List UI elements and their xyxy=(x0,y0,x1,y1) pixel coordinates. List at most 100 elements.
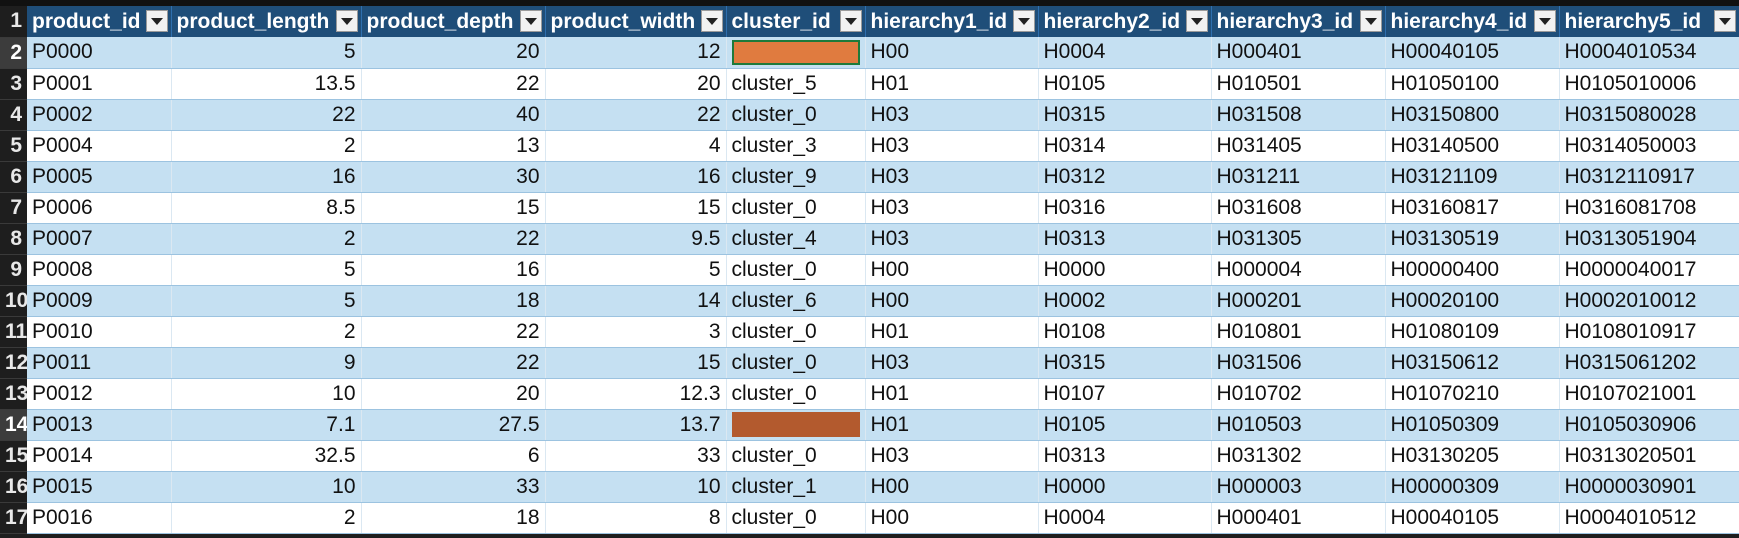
cell-h2[interactable]: H0316 xyxy=(1038,192,1212,224)
cell-h5[interactable]: H0002010012 xyxy=(1559,285,1739,317)
filter-dropdown-button[interactable] xyxy=(1359,10,1382,32)
filter-dropdown-button[interactable] xyxy=(1185,10,1208,32)
cell-product-id[interactable]: P0002 xyxy=(27,99,172,131)
cell-product-id[interactable]: P0007 xyxy=(27,223,172,255)
cell-product-width[interactable]: 9.5 xyxy=(545,223,727,255)
filter-dropdown-button[interactable] xyxy=(519,10,542,32)
cell-product-id[interactable]: P0001 xyxy=(27,68,172,100)
cell-h3[interactable]: H010503 xyxy=(1211,409,1386,441)
cell-product-id[interactable]: P0000 xyxy=(27,37,172,69)
cell-product-depth[interactable]: 22 xyxy=(361,223,546,255)
row-number[interactable]: 10 xyxy=(0,285,27,317)
row-number[interactable]: 2 xyxy=(0,37,27,69)
cell-h1[interactable]: H03 xyxy=(865,130,1039,162)
cell-h1[interactable]: H00 xyxy=(865,37,1039,69)
cell-product-depth[interactable]: 22 xyxy=(361,347,546,379)
filter-dropdown-button[interactable] xyxy=(145,10,168,32)
cell-h3[interactable]: H031302 xyxy=(1211,440,1386,472)
cell-cluster-id[interactable]: cluster_0 xyxy=(726,347,866,379)
cell-h1[interactable]: H03 xyxy=(865,223,1039,255)
cell-h4[interactable]: H00000400 xyxy=(1385,254,1560,286)
cell-h1[interactable]: H03 xyxy=(865,347,1039,379)
cell-h4[interactable]: H03130205 xyxy=(1385,440,1560,472)
cell-cluster-id[interactable]: cluster_0 xyxy=(726,378,866,410)
cell-product-length[interactable]: 9 xyxy=(171,347,362,379)
cell-product-width[interactable]: 13.7 xyxy=(545,409,727,441)
cell-product-depth[interactable]: 18 xyxy=(361,502,546,534)
column-header[interactable]: cluster_id xyxy=(726,6,866,37)
cell-h3[interactable]: H000004 xyxy=(1211,254,1386,286)
row-number[interactable]: 3 xyxy=(0,68,27,100)
row-number[interactable]: 14 xyxy=(0,409,27,441)
cell-product-length[interactable]: 2 xyxy=(171,223,362,255)
cell-h2[interactable]: H0314 xyxy=(1038,130,1212,162)
cell-product-id[interactable]: P0008 xyxy=(27,254,172,286)
cell-cluster-id[interactable] xyxy=(726,37,866,69)
cell-product-depth[interactable]: 16 xyxy=(361,254,546,286)
cell-h5[interactable]: H0315080028 xyxy=(1559,99,1739,131)
cell-h5[interactable]: H0313020501 xyxy=(1559,440,1739,472)
cell-cluster-id[interactable]: cluster_0 xyxy=(726,254,866,286)
cell-product-depth[interactable]: 13 xyxy=(361,130,546,162)
cell-h2[interactable]: H0000 xyxy=(1038,471,1212,503)
cell-h2[interactable]: H0105 xyxy=(1038,68,1212,100)
cell-product-depth[interactable]: 20 xyxy=(361,378,546,410)
cell-product-depth[interactable]: 30 xyxy=(361,161,546,193)
cell-h3[interactable]: H000003 xyxy=(1211,471,1386,503)
cell-h1[interactable]: H01 xyxy=(865,378,1039,410)
cell-product-length[interactable]: 16 xyxy=(171,161,362,193)
cell-h3[interactable]: H010801 xyxy=(1211,316,1386,348)
cell-h2[interactable]: H0313 xyxy=(1038,223,1212,255)
cell-h4[interactable]: H01050309 xyxy=(1385,409,1560,441)
cell-h4[interactable]: H03130519 xyxy=(1385,223,1560,255)
cell-h1[interactable]: H03 xyxy=(865,161,1039,193)
cell-product-depth[interactable]: 22 xyxy=(361,68,546,100)
cell-h5[interactable]: H0004010534 xyxy=(1559,37,1739,69)
cell-h4[interactable]: H00040105 xyxy=(1385,37,1560,69)
row-number[interactable]: 11 xyxy=(0,316,27,348)
cell-product-length[interactable]: 32.5 xyxy=(171,440,362,472)
cell-product-length[interactable]: 13.5 xyxy=(171,68,362,100)
cell-cluster-id[interactable]: cluster_9 xyxy=(726,161,866,193)
cell-product-id[interactable]: P0006 xyxy=(27,192,172,224)
cell-h5[interactable]: H0004010512 xyxy=(1559,502,1739,534)
cell-h4[interactable]: H01050100 xyxy=(1385,68,1560,100)
cell-h4[interactable]: H00020100 xyxy=(1385,285,1560,317)
row-number[interactable]: 7 xyxy=(0,192,27,224)
column-header[interactable]: hierarchy3_id xyxy=(1211,6,1386,37)
row-number[interactable]: 12 xyxy=(0,347,27,379)
cell-product-width[interactable]: 12 xyxy=(545,37,727,69)
cell-h3[interactable]: H031405 xyxy=(1211,130,1386,162)
column-header[interactable]: product_width xyxy=(545,6,727,37)
cell-h4[interactable]: H03150612 xyxy=(1385,347,1560,379)
cell-h4[interactable]: H03160817 xyxy=(1385,192,1560,224)
cell-product-depth[interactable]: 40 xyxy=(361,99,546,131)
cell-product-length[interactable]: 2 xyxy=(171,130,362,162)
cell-cluster-id[interactable]: cluster_0 xyxy=(726,502,866,534)
cell-product-width[interactable]: 8 xyxy=(545,502,727,534)
cell-product-depth[interactable]: 6 xyxy=(361,440,546,472)
cell-h1[interactable]: H00 xyxy=(865,502,1039,534)
cell-h5[interactable]: H0316081708 xyxy=(1559,192,1739,224)
cell-cluster-id[interactable]: cluster_5 xyxy=(726,68,866,100)
cell-product-length[interactable]: 22 xyxy=(171,99,362,131)
cell-product-width[interactable]: 12.3 xyxy=(545,378,727,410)
cell-product-length[interactable]: 2 xyxy=(171,502,362,534)
cell-product-id[interactable]: P0010 xyxy=(27,316,172,348)
cell-h5[interactable]: H0000030901 xyxy=(1559,471,1739,503)
cell-product-id[interactable]: P0004 xyxy=(27,130,172,162)
cell-h2[interactable]: H0105 xyxy=(1038,409,1212,441)
cell-product-width[interactable]: 15 xyxy=(545,347,727,379)
cell-h4[interactable]: H03140500 xyxy=(1385,130,1560,162)
cell-product-width[interactable]: 15 xyxy=(545,192,727,224)
cell-h3[interactable]: H031506 xyxy=(1211,347,1386,379)
cell-cluster-id[interactable]: cluster_6 xyxy=(726,285,866,317)
row-number[interactable]: 5 xyxy=(0,130,27,162)
cell-cluster-id[interactable]: cluster_0 xyxy=(726,192,866,224)
cell-h2[interactable]: H0107 xyxy=(1038,378,1212,410)
cell-h4[interactable]: H01070210 xyxy=(1385,378,1560,410)
row-number[interactable]: 13 xyxy=(0,378,27,410)
column-header[interactable]: hierarchy4_id xyxy=(1385,6,1560,37)
cell-product-width[interactable]: 5 xyxy=(545,254,727,286)
row-number[interactable]: 9 xyxy=(0,254,27,286)
